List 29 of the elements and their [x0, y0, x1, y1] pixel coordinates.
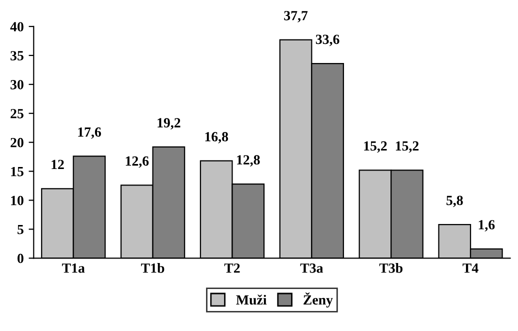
data-label: 1,6 [478, 220, 495, 232]
y-tick-label: 30 [10, 80, 24, 90]
y-tick-label: 0 [18, 254, 24, 264]
data-label: 37,7 [284, 10, 308, 22]
y-tick-label: 35 [10, 51, 24, 60]
x-tick-label: T4 [462, 264, 478, 273]
data-label: 19,2 [158, 118, 180, 130]
legend-label: Ženy [304, 292, 333, 308]
data-label: 15,2 [364, 141, 387, 153]
x-tick-label: T1b [141, 263, 164, 273]
y-tick-label: 25 [10, 108, 24, 118]
y-tick-label: 5 [18, 224, 24, 234]
data-label: 5,8 [446, 196, 463, 208]
data-label: 12 [52, 160, 64, 170]
data-label: 15,2 [396, 141, 419, 153]
x-tick-label: T2 [224, 263, 240, 273]
legend-label: Muži [236, 294, 267, 305]
data-label: 33,6 [316, 34, 340, 46]
x-tick-label: T3b [379, 263, 402, 273]
y-tick-label: 10 [11, 196, 24, 206]
y-tick-label: 20 [10, 138, 24, 148]
data-label: 12,6 [126, 156, 149, 168]
data-label: 12,8 [237, 155, 260, 167]
y-tick-label: 40 [10, 22, 24, 32]
x-tick-label: T3a [300, 263, 324, 273]
data-label: 16,8 [205, 132, 228, 144]
y-tick-label: 15 [11, 166, 24, 176]
x-tick-label: T1a [62, 264, 85, 273]
data-label: 17,6 [78, 127, 102, 139]
